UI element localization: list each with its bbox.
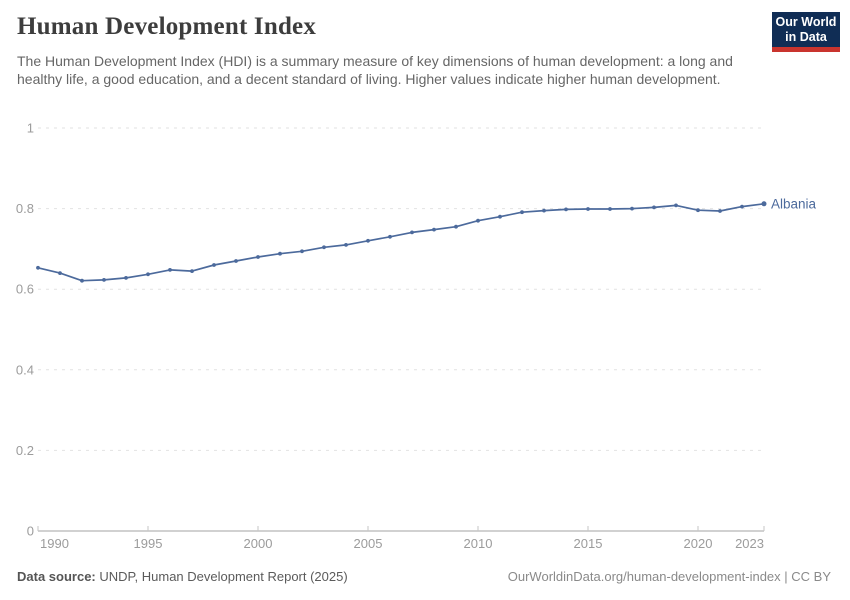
y-tick-label: 0.8	[16, 201, 34, 216]
data-point[interactable]	[36, 265, 40, 270]
owid-logo[interactable]: Our World in Data	[772, 12, 840, 52]
data-point[interactable]	[234, 259, 238, 263]
data-point[interactable]	[102, 278, 106, 282]
data-point[interactable]	[432, 227, 436, 232]
data-point[interactable]	[80, 278, 84, 283]
x-tick-label: 1995	[134, 536, 163, 551]
data-point[interactable]	[344, 243, 348, 247]
data-point[interactable]	[58, 271, 62, 275]
owid-logo-stripe	[772, 47, 840, 52]
x-tick-label: 2010	[464, 536, 493, 551]
data-point[interactable]	[718, 209, 722, 213]
series-end-label[interactable]: Albania	[771, 196, 817, 211]
y-tick-label: 0.6	[16, 282, 34, 297]
series-line[interactable]	[37, 202, 765, 282]
data-point[interactable]	[190, 269, 194, 273]
x-tick-label: 2023	[735, 536, 764, 551]
x-tick-label: 2020	[684, 536, 713, 551]
y-tick-label: 0	[27, 524, 34, 539]
data-point[interactable]	[761, 201, 767, 207]
data-point[interactable]	[674, 203, 678, 208]
data-point[interactable]	[652, 205, 656, 210]
x-tick-label: 2000	[244, 536, 273, 551]
x-tick-label: 1990	[40, 536, 69, 551]
data-point[interactable]	[388, 234, 392, 239]
data-point[interactable]	[146, 272, 150, 277]
data-source-label: Data source:	[17, 569, 96, 584]
data-point[interactable]	[256, 255, 260, 259]
data-point[interactable]	[630, 206, 634, 211]
y-tick-label: 0.4	[16, 362, 34, 377]
page-title: Human Development Index	[17, 13, 317, 40]
data-point[interactable]	[410, 230, 414, 235]
data-point[interactable]	[454, 224, 458, 229]
data-point[interactable]	[476, 218, 480, 223]
y-tick-label: 0.2	[16, 443, 34, 458]
x-tick-label: 2005	[354, 536, 383, 551]
data-point[interactable]	[212, 263, 216, 267]
data-point[interactable]	[696, 208, 700, 213]
data-point[interactable]	[564, 207, 568, 212]
data-point[interactable]	[586, 207, 590, 211]
data-point[interactable]	[498, 214, 502, 219]
attribution-link[interactable]: OurWorldinData.org/human-development-ind…	[507, 569, 831, 584]
data-point[interactable]	[322, 245, 326, 250]
hdi-line-chart[interactable]: 0 0.2 0.4 0.6 0.8 1 1990 1995 2000 2005 2010 2015 20…	[0, 115, 850, 560]
data-source-text: Data source: UNDP, Human Development Rep…	[17, 569, 348, 584]
data-point[interactable]	[608, 207, 612, 211]
data-point[interactable]	[366, 238, 370, 243]
chart-footer: Data source: UNDP, Human Development Rep…	[17, 569, 831, 584]
data-point[interactable]	[278, 251, 282, 256]
data-point[interactable]	[542, 208, 546, 213]
data-point[interactable]	[124, 276, 128, 280]
y-tick-label: 1	[27, 121, 34, 136]
x-tick-label: 2015	[574, 536, 603, 551]
data-point[interactable]	[520, 210, 524, 215]
chart-subtitle: The Human Development Index (HDI) is a s…	[17, 53, 733, 87]
data-point[interactable]	[300, 249, 304, 254]
data-point[interactable]	[168, 268, 172, 272]
owid-logo-text: Our World in Data	[772, 12, 840, 47]
data-point[interactable]	[740, 204, 744, 209]
